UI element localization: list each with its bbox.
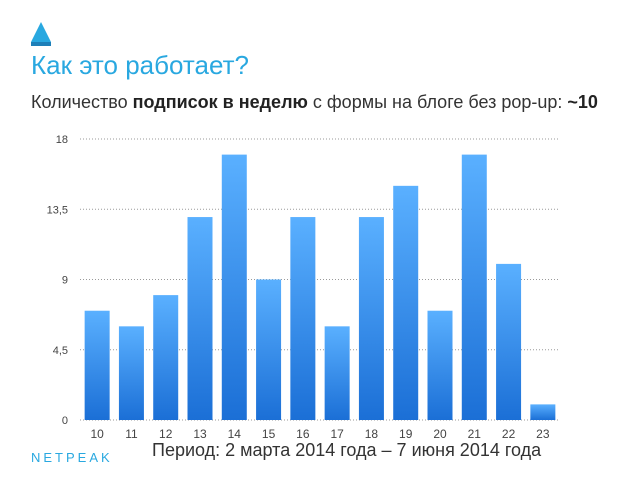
bar: [461, 154, 487, 420]
bar: [530, 404, 556, 420]
bars: [84, 154, 556, 420]
x-tick-label: 20: [433, 427, 447, 441]
bar: [358, 217, 384, 420]
bar: [427, 310, 453, 420]
bar: [187, 217, 213, 420]
y-tick-label: 0: [62, 415, 68, 427]
y-tick-label: 13,5: [47, 204, 68, 216]
bar: [153, 295, 179, 420]
y-tick-label: 4,5: [53, 345, 68, 357]
page-title: Как это работает?: [31, 50, 249, 80]
period-caption: Период: 2 марта 2014 года – 7 июня 2014 …: [152, 440, 542, 460]
bar: [324, 326, 350, 420]
y-axis-ticks: 0 4,5 9 13,5 18: [47, 134, 68, 427]
bar: [496, 263, 522, 420]
y-tick-label: 18: [56, 134, 68, 146]
subtitle-bold-part: подписок в неделю: [132, 92, 308, 112]
x-tick-label: 14: [228, 427, 242, 441]
x-tick-label: 19: [399, 427, 413, 441]
x-tick-label: 16: [296, 427, 310, 441]
bar: [84, 310, 110, 420]
bar: [290, 217, 316, 420]
subtitle-part-1: Количество: [31, 92, 133, 112]
page-subtitle: Количество подписок в неделю с формы на …: [31, 92, 598, 113]
bar: [118, 326, 144, 420]
x-tick-label: 15: [262, 427, 276, 441]
x-axis-ticks: 10 11 12 13 14 15 16 17 18 19 20 21 22 23: [90, 427, 549, 441]
x-tick-label: 13: [193, 427, 207, 441]
bar: [256, 279, 282, 420]
subtitle-average: ~10: [567, 92, 598, 112]
bar: [393, 185, 419, 420]
x-tick-label: 10: [90, 427, 104, 441]
subtitle-part-3: с формы на блоге без pop-up:: [307, 92, 568, 112]
x-tick-label: 23: [536, 427, 550, 441]
grid-lines: [80, 138, 560, 421]
x-tick-label: 21: [468, 427, 482, 441]
x-tick-label: 12: [159, 427, 173, 441]
x-tick-label: 22: [502, 427, 516, 441]
logo-triangle-icon: [31, 22, 51, 46]
y-tick-label: 9: [62, 275, 68, 287]
brand-logo-text: NETPEAK: [31, 450, 113, 465]
bar: [221, 154, 247, 420]
x-tick-label: 11: [125, 427, 138, 441]
x-tick-label: 18: [365, 427, 379, 441]
x-tick-label: 17: [330, 427, 344, 441]
